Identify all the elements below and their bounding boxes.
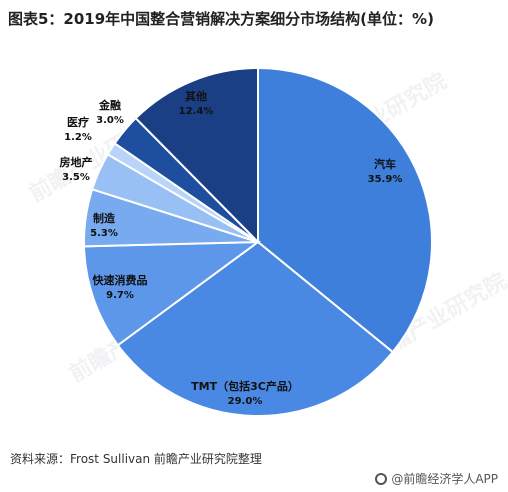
slice-label: 汽车 [374, 157, 396, 171]
slice-value-label: 5.3% [90, 228, 118, 239]
pie-slice [134, 66, 259, 245]
slice-value-label: 3.5% [62, 172, 90, 183]
slice-value-label: 9.7% [106, 290, 134, 301]
slice-value-label: 29.0% [228, 396, 263, 407]
source-note: 资料来源：Frost Sullivan 前瞻产业研究院整理 [10, 452, 262, 466]
slice-label: 其他 [185, 89, 207, 103]
slice-value-label: 1.2% [64, 132, 92, 143]
app-credit: @前瞻经济学人APP [375, 470, 498, 487]
slice-value-label: 35.9% [368, 174, 403, 185]
pie-slice [83, 240, 262, 347]
slice-label: 医疗 [67, 115, 89, 129]
chart-title: 图表5：2019年中国整合营销解决方案细分市场结构(单位：%) [8, 10, 434, 28]
slice-label: TMT（包括3C产品） [191, 379, 299, 393]
app-logo-icon [375, 472, 388, 485]
slice-value-label: 12.4% [179, 106, 214, 117]
pie-slice [257, 66, 433, 354]
pie-slice [116, 240, 395, 417]
slice-label: 金融 [98, 98, 121, 112]
pie-chart: 汽车 35.9% TMT（包括3C产品） 29.0% 快速消费品 9.7% 制造 5.3% 房地… [60, 66, 433, 417]
app-credit-text: @前瞻经济学人APP [391, 472, 498, 486]
slice-value-label: 3.0% [96, 115, 124, 126]
slice-label: 房地产 [60, 155, 93, 169]
slice-label: 制造 [93, 211, 116, 225]
slice-label: 快速消费品 [92, 273, 148, 287]
